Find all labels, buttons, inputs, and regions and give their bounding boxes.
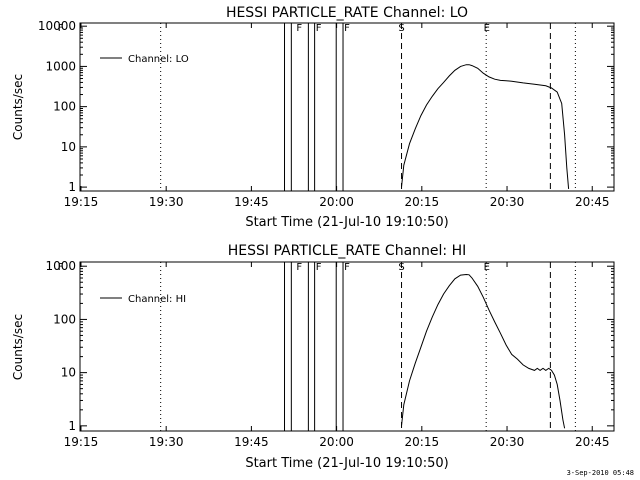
flag-interval	[284, 261, 292, 432]
x-tick-label: 19:45	[234, 435, 269, 449]
x-tick-label: 20:15	[405, 435, 440, 449]
x-tick-label: 20:45	[575, 195, 610, 209]
y-tick-label: 10000	[38, 19, 76, 33]
event-marker: F	[344, 23, 350, 34]
x-tick-label: 20:00	[319, 435, 354, 449]
x-tick-label: 19:45	[234, 195, 269, 209]
x-axis-label: Start Time (21-Jul-10 19:10:50)	[245, 456, 448, 471]
event-marker: F	[296, 23, 302, 34]
event-marker: F	[344, 262, 350, 273]
chart-title: HESSI PARTICLE_RATE Channel: HI	[228, 243, 466, 259]
footer-timestamp: 3-Sep-2010 05:48	[566, 469, 634, 477]
x-tick-label: 20:30	[490, 435, 525, 449]
plot-frame	[79, 22, 615, 192]
event-marker: S	[398, 23, 404, 34]
axis-ticks: 19:15 19:30 19:45 20:00 20:15 20:30 20:45 1 10 10…	[45, 259, 614, 449]
flag-interval	[307, 22, 316, 192]
chart-title: HESSI PARTICLE_RATE Channel: LO	[226, 5, 468, 21]
x-tick-label: 19:30	[149, 195, 184, 209]
y-tick-label: 1000	[45, 59, 76, 73]
x-tick-label: 19:15	[64, 435, 99, 449]
flag-interval	[335, 261, 344, 432]
plot-frame	[79, 261, 615, 432]
y-tick-label: 1	[68, 180, 76, 194]
legend-entry: Channel: LO	[128, 54, 189, 65]
event-marker: F	[58, 262, 64, 273]
legend: Channel: LO	[100, 54, 189, 65]
event-marker: F	[58, 23, 64, 34]
series-layer	[401, 64, 570, 189]
panel-channel-lo: HESSI PARTICLE_RATE Channel: LO Start Ti…	[11, 5, 615, 230]
event-marker: F	[296, 262, 302, 273]
y-tick-label: 1000	[45, 259, 76, 273]
y-tick-label: 100	[53, 312, 76, 326]
flag-interval	[335, 22, 344, 192]
axis-ticks: 19:15 19:30 19:45 20:00 20:15 20:30 20:45 1 10 10…	[38, 19, 614, 209]
y-axis-label: Counts/sec	[11, 314, 25, 380]
event-marker: S	[398, 262, 404, 273]
legend-entry: Channel: HI	[128, 294, 186, 305]
panel-channel-hi: HESSI PARTICLE_RATE Channel: HI Start Ti…	[11, 243, 615, 471]
flag-interval	[284, 22, 292, 192]
x-tick-label: 20:30	[490, 195, 525, 209]
x-tick-label: 20:15	[405, 195, 440, 209]
series-layer	[401, 273, 566, 429]
event-marker: F	[316, 23, 322, 34]
y-tick-label: 1	[68, 419, 76, 433]
y-tick-label: 100	[53, 100, 76, 114]
x-tick-label: 19:30	[149, 435, 184, 449]
event-marker: F	[316, 262, 322, 273]
x-axis-label: Start Time (21-Jul-10 19:10:50)	[245, 215, 448, 230]
series-line	[401, 64, 570, 189]
y-axis-label: Counts/sec	[11, 74, 25, 140]
y-tick-label: 10	[61, 140, 76, 154]
x-tick-label: 20:45	[575, 435, 610, 449]
event-marker: E	[484, 262, 490, 273]
event-marker: E	[484, 23, 490, 34]
legend: Channel: HI	[100, 294, 186, 305]
x-tick-label: 20:00	[319, 195, 354, 209]
x-tick-label: 19:15	[64, 195, 99, 209]
y-tick-label: 10	[61, 366, 76, 380]
flag-interval	[307, 261, 316, 432]
series-line	[401, 273, 566, 429]
